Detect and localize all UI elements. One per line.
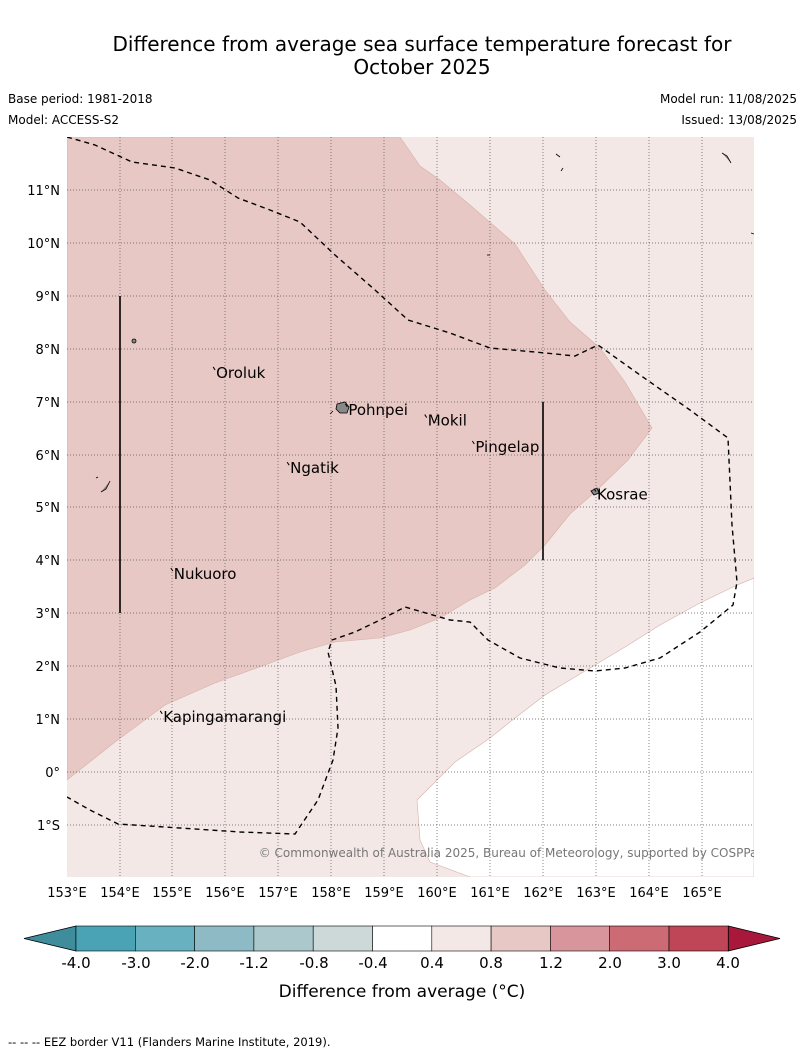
colorbar-segment — [609, 925, 670, 952]
place-marker — [344, 403, 348, 408]
lon-label: 153°E — [47, 886, 87, 901]
colorbar-segment — [490, 925, 551, 952]
place-label: Pohnpei — [348, 401, 408, 419]
lon-label: 154°E — [100, 886, 140, 901]
place-label: Kosrae — [597, 486, 648, 504]
colorbar-tick: 1.2 — [539, 954, 563, 972]
lon-label: 165°E — [682, 886, 722, 901]
lon-label: 159°E — [364, 886, 404, 901]
place-labels: Oroluk Pohnpei Mokil Pingelap Ngatik Kosrae Nu… — [159, 364, 648, 726]
title-line-2: October 2025 — [353, 55, 491, 79]
copyright-notice: © Commonwealth of Australia 2025, Bureau… — [259, 846, 764, 860]
colorbar-tick: -2.0 — [180, 954, 209, 972]
colorbar-segment — [135, 925, 195, 952]
lon-label: 155°E — [152, 886, 192, 901]
colorbar-ticks: -4.0 -3.0 -2.0 -1.2 -0.8 -0.4 0.4 0.8 1.… — [61, 954, 740, 972]
place-label: Nukuoro — [174, 565, 237, 583]
lat-label: 7°N — [36, 396, 61, 411]
place-marker — [424, 414, 428, 418]
place-marker — [170, 567, 174, 572]
colorbar-label: Difference from average (°C) — [279, 982, 526, 1002]
colorbar-segment — [312, 925, 373, 952]
lat-label: 1°S — [37, 819, 60, 834]
lon-label: 162°E — [523, 886, 563, 901]
highlight-lines — [119, 296, 544, 613]
lat-label: 11°N — [27, 184, 60, 199]
colorbar-segment — [253, 925, 314, 952]
lat-label: 3°N — [36, 607, 61, 622]
anomaly-band-neutral — [416, 577, 754, 877]
base-period: Base period: 1981-2018 — [8, 92, 153, 106]
lat-label: 5°N — [36, 501, 61, 516]
colorbar-tick: -0.8 — [299, 954, 328, 972]
colorbar-extend-low — [23, 925, 77, 952]
colorbar-segment — [550, 925, 611, 952]
issued-date: Issued: 13/08/2025 — [681, 113, 797, 127]
eez-footnote: -- -- -- EEZ border V11 (Flanders Marine… — [8, 1035, 331, 1049]
place-label: Mokil — [428, 412, 467, 430]
colorbar-tick: -3.0 — [121, 954, 150, 972]
lon-label: 160°E — [417, 886, 457, 901]
colorbar-extend-high — [727, 925, 781, 952]
lon-label: 157°E — [258, 886, 298, 901]
lon-label: 164°E — [629, 886, 669, 901]
place-label: Oroluk — [216, 364, 265, 382]
place-label: Kapingamarangi — [163, 708, 286, 726]
place-marker — [212, 366, 216, 371]
place-marker — [471, 440, 475, 445]
colorbar-segment — [75, 925, 136, 952]
lon-label: 158°E — [311, 886, 351, 901]
colorbar-segment — [668, 925, 729, 952]
latitude-labels: 11°N 10°N 9°N 8°N 7°N 6°N 5°N 4°N 3°N 2°… — [27, 184, 60, 834]
model-run: Model run: 11/08/2025 — [659, 92, 797, 106]
place-marker — [286, 461, 290, 466]
lat-label: 1°N — [36, 713, 61, 728]
lon-label: 161°E — [470, 886, 510, 901]
place-label: Ngatik — [290, 459, 339, 477]
lat-label: 0° — [45, 766, 60, 781]
lat-label: 10°N — [27, 237, 60, 252]
colorbar-tick: -0.4 — [358, 954, 387, 972]
map-plot-area: Oroluk Pohnpei Mokil Pingelap Ngatik Kosrae Nu… — [67, 137, 764, 877]
lat-label: 4°N — [36, 554, 61, 569]
lat-label: 6°N — [36, 449, 61, 464]
colorbar — [23, 925, 781, 952]
anomaly-band-0.8-1.2 — [67, 137, 653, 781]
colorbar-tick: 3.0 — [657, 954, 681, 972]
place-label: Pingelap — [475, 438, 539, 456]
longitude-labels: 153°E 154°E 155°E 156°E 157°E 158°E 159°… — [47, 886, 722, 901]
colorbar-tick: 4.0 — [716, 954, 740, 972]
lat-label: 2°N — [36, 660, 61, 675]
lon-label: 156°E — [205, 886, 245, 901]
place-marker — [159, 710, 163, 715]
eez-borders — [67, 137, 738, 835]
model-name: Model: ACCESS-S2 — [8, 113, 120, 127]
colorbar-tick: -4.0 — [61, 954, 90, 972]
title-line-1: Difference from average sea surface temp… — [112, 32, 732, 56]
place-marker — [593, 488, 597, 492]
chart-title: Difference from average sea surface temp… — [60, 33, 784, 79]
colorbar-tick: 2.0 — [598, 954, 622, 972]
colorbar-tick: 0.4 — [420, 954, 444, 972]
colorbar-segment — [372, 925, 433, 952]
lat-label: 9°N — [36, 290, 61, 305]
colorbar-tick: 0.8 — [479, 954, 503, 972]
colorbar-segment — [431, 925, 492, 952]
colorbar-tick: -1.2 — [239, 954, 268, 972]
colorbar-segment — [194, 925, 255, 952]
lon-label: 163°E — [576, 886, 616, 901]
lat-label: 8°N — [36, 343, 61, 358]
